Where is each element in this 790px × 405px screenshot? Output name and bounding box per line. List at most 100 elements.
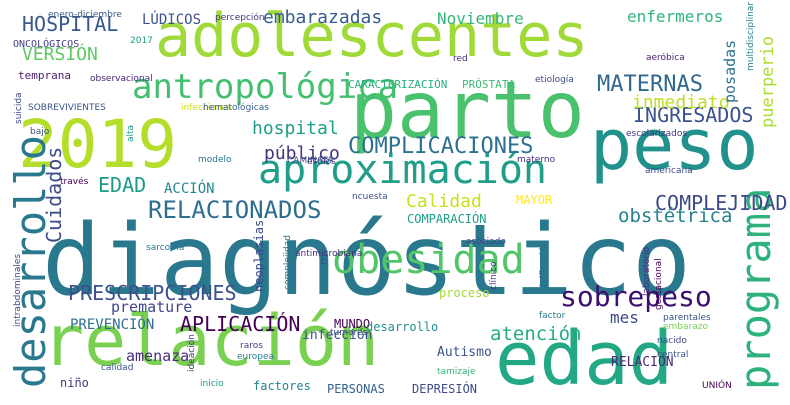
word-57: ONCOLÓGICOS [13, 39, 80, 50]
word-31: Noviembre [437, 9, 524, 28]
word-74: aeróbica [646, 53, 685, 63]
word-20: embarazadas [263, 7, 383, 28]
word-33: posadas [721, 39, 739, 103]
word-12: sobrepeso [560, 280, 712, 313]
word-53: PERSONAS [327, 382, 385, 396]
word-29: HOSPITAL [22, 12, 119, 36]
word-71: materno [517, 155, 556, 165]
word-85: clínico [489, 261, 499, 290]
word-39: ACCIÓN [164, 181, 215, 197]
word-8: antropológica [132, 67, 399, 107]
word-102: E [320, 253, 328, 267]
word-90: embarazo [663, 322, 708, 332]
word-101: UNIÓN [702, 381, 732, 391]
word-28: público [264, 143, 340, 164]
word-17: MATERNAS [597, 72, 703, 97]
word-79: ncuesta [352, 192, 388, 202]
word-89: factor [539, 311, 566, 321]
word-47: desarrollo [366, 320, 439, 334]
word-88: parentales [663, 313, 711, 323]
word-40: MAYOR [516, 193, 553, 207]
word-52: factores [253, 379, 311, 393]
word-45: MUNDO [334, 317, 371, 331]
word-16: APLICACIÓN [180, 312, 301, 336]
word-58: enero-diciembre [48, 10, 122, 20]
word-66: bajo [30, 127, 50, 137]
word-59: percepción [215, 13, 265, 23]
word-23: obstétrica [618, 205, 733, 227]
word-78: través [60, 177, 89, 187]
word-37: amenaza [126, 347, 190, 365]
word-36: mes [610, 308, 639, 327]
word-0: diagnóstico [42, 204, 692, 318]
word-41: COMPARACIÓN [407, 212, 487, 226]
word-51: RELACIÓN [611, 355, 674, 370]
word-75: multidisciplinar [746, 2, 756, 71]
word-87: gestacional [654, 258, 664, 310]
word-2: parto [350, 66, 585, 156]
word-22: inmediato [632, 92, 730, 113]
word-1: adolescentes [155, 1, 589, 71]
word-86: laboratorio [642, 246, 652, 296]
word-67: alta [126, 124, 136, 142]
word-34: puerperio [758, 35, 778, 128]
word-32: enfermeros [627, 7, 724, 26]
word-54: DEPRESIÓN [412, 382, 478, 396]
word-62: SOBREVIVIENTES [28, 103, 106, 113]
word-30: VERSIÓN [22, 44, 98, 65]
word-15: PRESCRIPCIONES [68, 281, 237, 305]
word-80: sarcoma [146, 243, 185, 253]
word-84: tipificación [539, 240, 549, 290]
word-82: antimicrobiana [295, 249, 363, 259]
word-61: observacional [90, 74, 153, 84]
word-76: escolarizados [626, 129, 688, 139]
word-6: 2019 [18, 106, 177, 183]
word-92: central [657, 350, 689, 360]
word-55: niño [60, 376, 89, 390]
word-95: raros [240, 341, 263, 351]
word-14: COMPLICACIONES [348, 134, 534, 159]
word-50: Autismo [437, 345, 492, 360]
word-72: red [453, 54, 468, 64]
word-49: neoplasias [252, 219, 266, 292]
word-98: calidad [101, 363, 134, 373]
word-64: hematológicas [203, 103, 269, 113]
word-68: modelo [198, 155, 232, 165]
word-60: 2017 [130, 36, 153, 46]
word-27: Cuidados [42, 146, 66, 243]
word-100: inicio [200, 379, 224, 389]
word-48: proceso [439, 286, 490, 300]
word-19: COMPLEJIDAD [655, 191, 788, 215]
word-83: asociado [466, 237, 506, 247]
word-56: temprana [18, 69, 71, 82]
word-42: LÚDICOS [142, 12, 202, 28]
word-3: relación [42, 300, 380, 382]
word-24: atención [490, 323, 582, 345]
word-97: tamizaje [437, 367, 476, 377]
word-44: PRÓSTATA [462, 78, 515, 91]
word-69: CAMINATA [287, 156, 334, 166]
word-43: CARACTERIZACIÓN [348, 78, 448, 91]
word-99: ideación [187, 334, 197, 372]
word-63: infecciones [181, 103, 232, 113]
word-93: complejidad [283, 235, 293, 290]
word-46: infección [302, 328, 373, 343]
word-65: suicida [14, 92, 24, 124]
word-7: aproximación [258, 147, 547, 193]
word-81: intrabdominales [13, 253, 23, 327]
word-77: americana [645, 166, 693, 176]
word-91: nacido [657, 336, 687, 346]
word-73: etiología [535, 75, 574, 85]
word-5: peso [590, 104, 759, 186]
word-38: PREVENCIÓN [70, 317, 155, 333]
word-10: programa [731, 187, 780, 390]
word-35: premature [111, 298, 193, 316]
word-21: hospital [252, 118, 339, 139]
word-70: estilos [307, 157, 336, 167]
word-94: tumores [330, 328, 368, 338]
word-96: europea [237, 352, 275, 362]
word-4: edad [495, 316, 674, 402]
word-25: Calidad [406, 191, 482, 212]
word-18: INGRESADOS [633, 103, 754, 127]
